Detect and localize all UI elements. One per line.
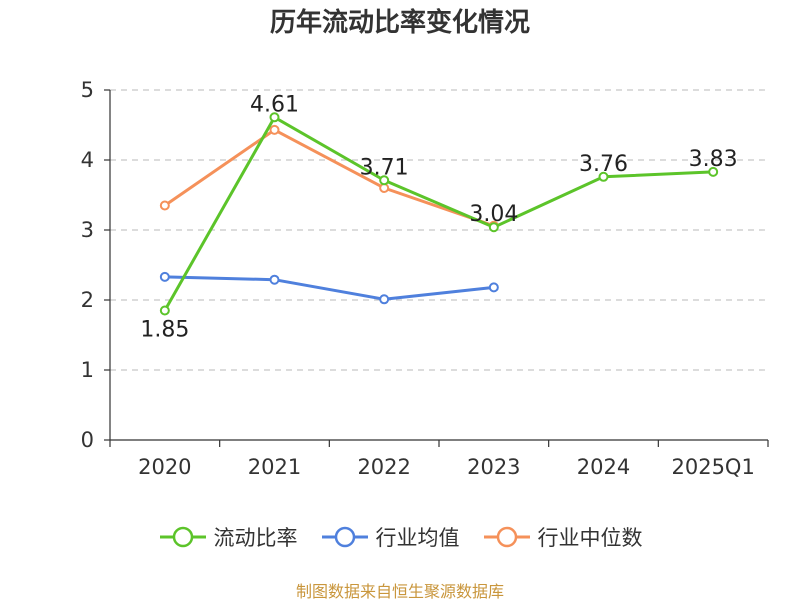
data-label: 3.83 <box>689 147 738 172</box>
data-label: 3.04 <box>469 202 518 227</box>
data-point <box>380 295 388 303</box>
legend-label: 流动比率 <box>214 522 298 552</box>
data-label: 3.76 <box>579 152 628 177</box>
series-line <box>165 130 494 226</box>
x-tick-label: 2023 <box>467 455 520 479</box>
legend-item[interactable]: 行业中位数 <box>482 522 643 552</box>
legend-label: 行业中位数 <box>538 522 643 552</box>
data-label: 3.71 <box>360 155 409 180</box>
y-tick-label: 1 <box>81 358 94 382</box>
series-lines <box>161 113 717 314</box>
legend-label: 行业均值 <box>376 522 460 552</box>
source-note: 制图数据来自恒生聚源数据库 <box>0 578 800 602</box>
series-line <box>165 117 713 310</box>
x-tick-label: 2024 <box>577 455 630 479</box>
data-point <box>271 126 279 134</box>
x-tick-label: 2022 <box>357 455 410 479</box>
y-tick-label: 0 <box>81 428 94 452</box>
legend-item[interactable]: 行业均值 <box>320 522 460 552</box>
grid-lines <box>110 90 768 370</box>
data-point <box>490 283 498 291</box>
x-tick-label: 2020 <box>138 455 191 479</box>
legend-item[interactable]: 流动比率 <box>158 522 298 552</box>
data-point <box>271 276 279 284</box>
legend: 流动比率 行业均值 行业中位数 <box>0 520 800 554</box>
data-label: 4.61 <box>250 92 299 117</box>
y-tick-label: 3 <box>81 218 94 242</box>
y-tick-label: 2 <box>81 288 94 312</box>
legend-marker-icon <box>158 525 208 549</box>
legend-marker-icon <box>320 525 370 549</box>
data-labels: 1.85 4.61 3.71 3.04 3.76 3.83 <box>140 92 737 342</box>
data-point <box>161 307 169 315</box>
legend-marker-icon <box>482 525 532 549</box>
x-tick-label: 2025Q1 <box>671 455 754 479</box>
x-tick-label: 2021 <box>248 455 301 479</box>
y-tick-label: 4 <box>81 148 94 172</box>
y-tick-label: 5 <box>81 78 94 102</box>
series-line <box>165 277 494 299</box>
data-point <box>161 273 169 281</box>
data-point <box>161 202 169 210</box>
data-label: 1.85 <box>140 318 189 343</box>
